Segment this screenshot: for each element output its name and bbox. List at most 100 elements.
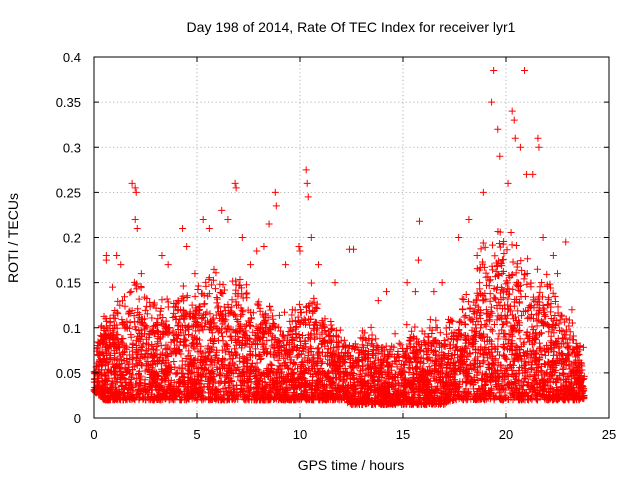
- data-point: [560, 318, 568, 326]
- data-point: [417, 342, 425, 350]
- data-point: [181, 381, 189, 389]
- data-point: [358, 362, 366, 370]
- data-point: [307, 370, 315, 378]
- data-point: [293, 334, 301, 342]
- data-point: [426, 316, 434, 324]
- data-point: [238, 325, 246, 333]
- data-point: [336, 326, 344, 334]
- data-point: [218, 289, 226, 297]
- data-point: [172, 370, 180, 378]
- data-point: [500, 344, 508, 352]
- data-point: [209, 367, 217, 375]
- data-point: [170, 357, 178, 365]
- data-point: [443, 330, 451, 338]
- data-point: [201, 365, 209, 373]
- data-point: [295, 300, 303, 308]
- data-point: [490, 321, 498, 329]
- data-point: [543, 300, 551, 308]
- data-point: [238, 344, 246, 352]
- data-point: [321, 342, 329, 350]
- data-point: [575, 350, 583, 358]
- data-point: [193, 365, 201, 373]
- data-point: [135, 327, 143, 335]
- data-point: [533, 265, 541, 273]
- data-point: [444, 352, 452, 360]
- data-point: [524, 255, 532, 263]
- data-point: [485, 282, 493, 290]
- data-point: [191, 292, 199, 300]
- data-point: [281, 308, 289, 316]
- data-point: [481, 243, 489, 251]
- data-point: [408, 327, 416, 335]
- data-point: [328, 325, 336, 333]
- data-point: [345, 342, 353, 350]
- data-point: [225, 361, 233, 369]
- data-point: [524, 306, 532, 314]
- data-point: [458, 305, 466, 313]
- data-point: [535, 316, 543, 324]
- data-point: [252, 351, 260, 359]
- data-point: [361, 329, 369, 337]
- data-point: [566, 328, 574, 336]
- data-point: [225, 350, 233, 358]
- data-point: [252, 379, 260, 387]
- data-point: [154, 315, 162, 323]
- data-point: [432, 324, 440, 332]
- data-point: [218, 346, 226, 354]
- data-point: [194, 282, 202, 290]
- data-point: [264, 373, 272, 381]
- data-point: [127, 287, 135, 295]
- data-point: [273, 374, 281, 382]
- data-point: [464, 332, 472, 340]
- data-point: [409, 375, 417, 383]
- data-point: [214, 304, 222, 312]
- data-point: [248, 341, 256, 349]
- data-point: [214, 295, 222, 303]
- data-point: [247, 315, 255, 323]
- data-point: [503, 246, 511, 254]
- data-point: [486, 336, 494, 344]
- data-point: [335, 396, 343, 404]
- data-point: [132, 375, 140, 383]
- data-point: [169, 329, 177, 337]
- data-point: [462, 312, 470, 320]
- data-point: [549, 289, 557, 297]
- data-point: [556, 316, 564, 324]
- data-point: [538, 350, 546, 358]
- data-point: [359, 343, 367, 351]
- data-point: [462, 290, 470, 298]
- data-point: [498, 262, 506, 270]
- data-point: [394, 348, 402, 356]
- data-point: [242, 281, 250, 289]
- data-point: [180, 387, 188, 395]
- data-point: [163, 295, 171, 303]
- data-point: [538, 279, 546, 287]
- data-point: [528, 366, 536, 374]
- data-point: [126, 289, 134, 297]
- data-point: [300, 315, 308, 323]
- data-point: [514, 282, 522, 290]
- data-point: [512, 242, 520, 250]
- data-point: [515, 369, 523, 377]
- data-point: [194, 286, 202, 294]
- data-point: [239, 308, 247, 316]
- data-point: [121, 302, 129, 310]
- data-point: [266, 303, 274, 311]
- data-point: [508, 241, 516, 249]
- data-point: [340, 376, 348, 384]
- data-point: [164, 298, 172, 306]
- data-point: [136, 311, 144, 319]
- data-point: [395, 339, 403, 347]
- data-point: [205, 274, 213, 282]
- data-point: [372, 335, 380, 343]
- data-point: [314, 344, 322, 352]
- data-point: [206, 336, 214, 344]
- data-point: [142, 360, 150, 368]
- data-point: [509, 258, 517, 266]
- data-point: [243, 289, 251, 297]
- data-point: [114, 310, 122, 318]
- data-point: [132, 348, 140, 356]
- data-point: [496, 243, 504, 251]
- data-point: [340, 336, 348, 344]
